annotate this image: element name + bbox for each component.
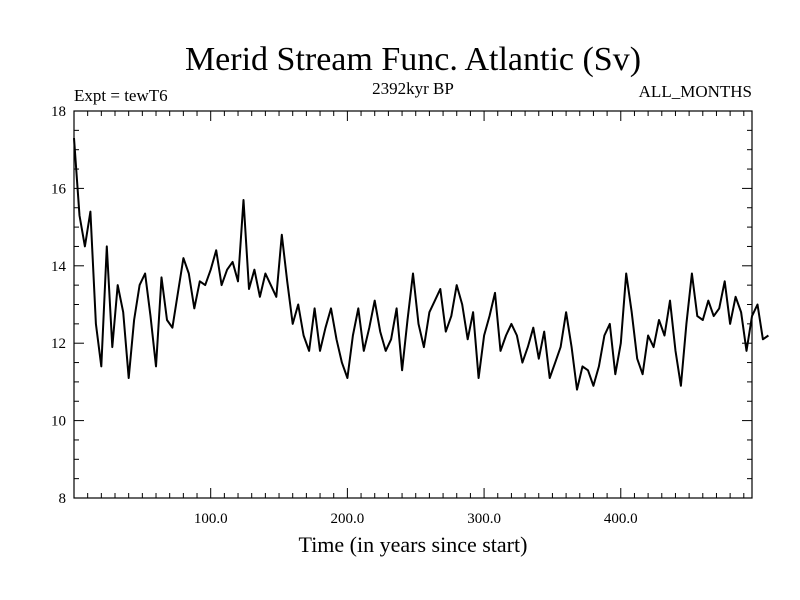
chart-subtitle-age: 2392kyr BP xyxy=(372,79,454,98)
chart-subtitle-months: ALL_MONTHS xyxy=(639,82,752,101)
x-tick-label: 400.0 xyxy=(604,511,638,527)
y-tick-label: 14 xyxy=(51,259,67,275)
chart-subtitle-experiment: Expt = tewT6 xyxy=(74,86,168,105)
y-tick-label: 12 xyxy=(51,336,66,352)
chart-title: Merid Stream Func. Atlantic (Sv) xyxy=(185,41,641,78)
series-line xyxy=(73,138,769,391)
y-tick-label: 8 xyxy=(59,491,67,507)
y-tick-label: 18 xyxy=(51,104,66,120)
x-axis-label: Time (in years since start) xyxy=(299,532,528,557)
axis-tick-labels: 8 10 12 14 16 18 100.0 200.0 300.0 400.0 xyxy=(51,104,638,527)
y-tick-label: 10 xyxy=(51,414,66,430)
axis-ticks xyxy=(73,110,752,499)
y-tick-label: 16 xyxy=(51,181,67,197)
x-tick-label: 100.0 xyxy=(194,511,228,527)
plot-frame xyxy=(73,110,753,499)
x-tick-label: 300.0 xyxy=(467,511,501,527)
x-tick-label: 200.0 xyxy=(331,511,365,527)
